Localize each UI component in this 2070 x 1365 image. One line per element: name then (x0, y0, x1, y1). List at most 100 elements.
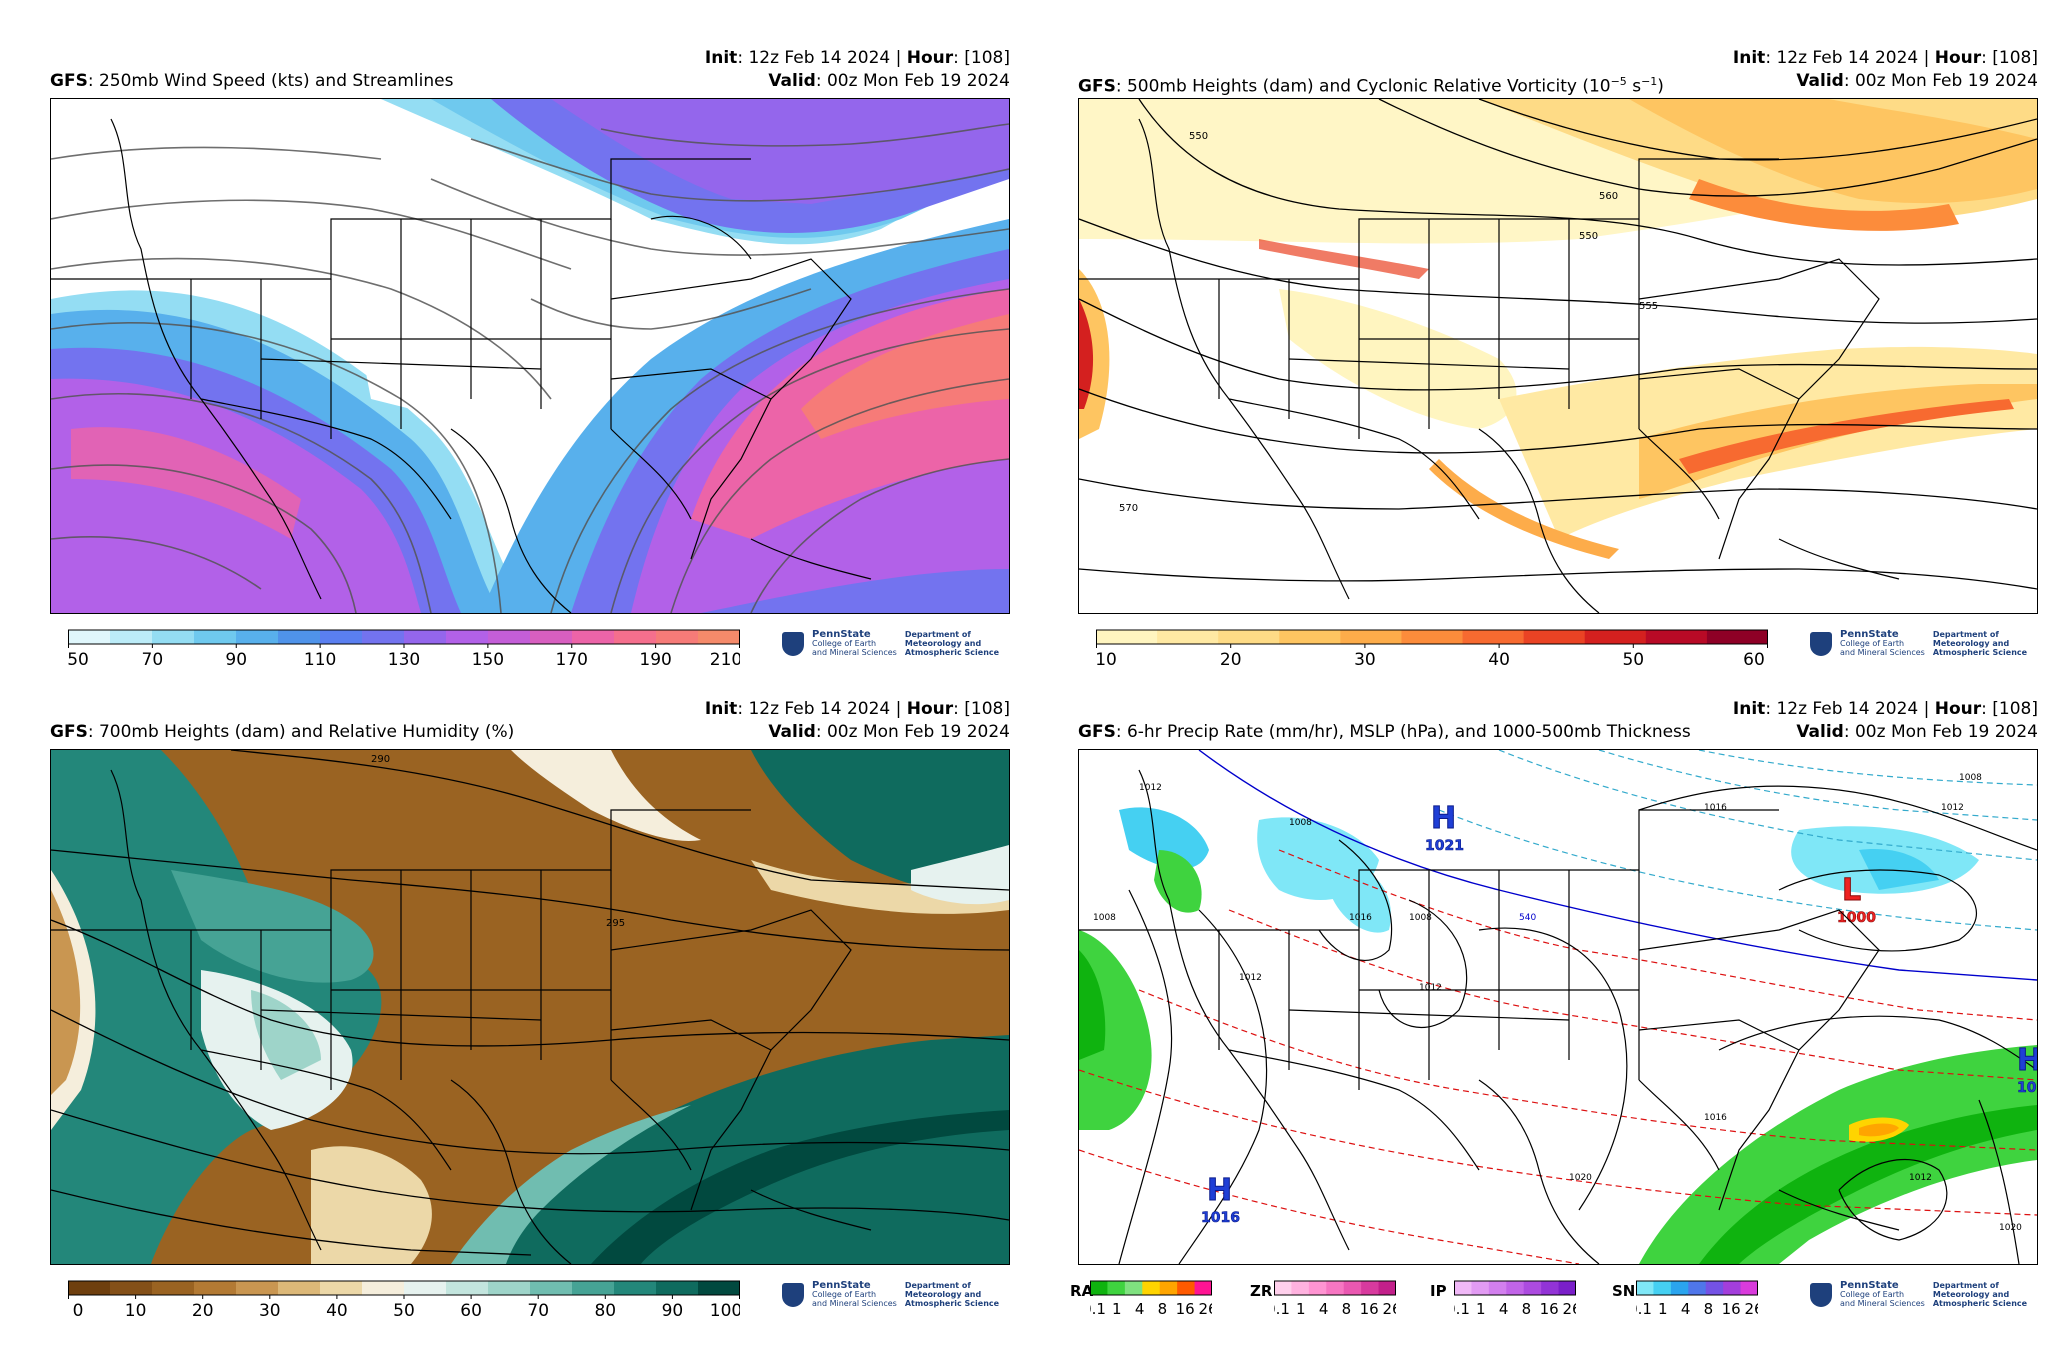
high-pressure-center: H (1431, 801, 1456, 836)
colorbar-segment (656, 1281, 699, 1295)
svg-text:1012: 1012 (1909, 1173, 1932, 1183)
map-250mb-wind (50, 98, 1010, 614)
precip-scale-tick-label: 0.1 (1090, 1300, 1106, 1318)
high-pressure-center: H (2017, 1043, 2037, 1078)
svg-text:1008: 1008 (1093, 913, 1116, 923)
precip-scale-segment (1124, 1281, 1143, 1295)
colorbar-segment (1401, 630, 1464, 644)
pennstate-logo: PennState College of Earth and Mineral Sci… (1810, 630, 2027, 657)
precip-scale-tick-label: 4 (1499, 1300, 1509, 1318)
precip-scale-segment (1378, 1281, 1396, 1295)
precip-scale-segment (1740, 1281, 1758, 1295)
colorbar-tick-label: 50 (68, 650, 89, 670)
svg-text:1012: 1012 (1239, 973, 1262, 983)
precip-scale-segment (1541, 1281, 1560, 1295)
precip-scale-segment (1523, 1281, 1542, 1295)
colorbar-segment (488, 1281, 531, 1295)
colorbar-tick-label: 10 (1096, 650, 1117, 670)
svg-text:1008: 1008 (1959, 773, 1982, 783)
colorbar-rh: 0 10 20 30 40 50 60 70 80 90 100 (68, 1280, 740, 1322)
colorbar-tick-label: 60 (1743, 650, 1765, 670)
colorbar-segment (194, 630, 237, 644)
high-pressure-value: 1016 (1201, 1210, 1240, 1226)
precip-scale-segment (1723, 1281, 1742, 1295)
precip-scale-tick-label: 8 (1704, 1300, 1714, 1318)
colorbar-tick-label: 70 (142, 650, 164, 670)
precip-scale-segment (1142, 1281, 1161, 1295)
precip-scale-freezing-rain: 0.1 148 1626 (1274, 1280, 1396, 1320)
valid-line: Valid: 00z Mon Feb 19 2024 (1796, 722, 2038, 742)
colorbar-tick-label: 130 (388, 650, 420, 670)
precip-scale-tick-label: 1 (1658, 1300, 1668, 1318)
high-pressure-value: 10 (2017, 1080, 2037, 1096)
colorbar-tick-label: 40 (1488, 650, 1510, 670)
panel-title: GFS: 700mb Heights (dam) and Relative Hu… (50, 722, 515, 742)
precip-type-label-freezing-rain: ZR (1250, 1282, 1273, 1300)
precip-scale-segment (1670, 1281, 1689, 1295)
precip-scale-tick-label: 4 (1319, 1300, 1329, 1318)
colorbar-tick-label: 100 (710, 1301, 740, 1321)
nittany-lion-shield-icon (1810, 1282, 1832, 1307)
precip-scale-segment (1107, 1281, 1126, 1295)
colorbar-segment (614, 630, 657, 644)
svg-text:1020: 1020 (1999, 1223, 2022, 1233)
colorbar-tick-label: 20 (192, 1301, 214, 1321)
precip-scale-segment (1636, 1281, 1654, 1295)
svg-text:1016: 1016 (1704, 803, 1727, 813)
svg-text:550: 550 (1579, 231, 1598, 242)
svg-text:1012: 1012 (1139, 783, 1162, 793)
precip-scale-tick-label: 0.1 (1454, 1300, 1470, 1318)
colorbar-segment (152, 630, 195, 644)
panel-precip-mslp: Init: 12z Feb 14 2024 | Hour: [108] Vali… (1070, 698, 2038, 1338)
precip-scale-tick-label: 16 (1360, 1300, 1379, 1318)
init-line: Init: 12z Feb 14 2024 | Hour: [108] (1732, 48, 2038, 68)
colorbar-tick-label: 210 (710, 650, 740, 670)
colorbar-segment (446, 630, 489, 644)
colorbar-segment (1096, 630, 1158, 644)
precip-scale-tick-label: 16 (1722, 1300, 1741, 1318)
panel-title: GFS: 250mb Wind Speed (kts) and Streamli… (50, 71, 454, 91)
precip-scale-segment (1454, 1281, 1472, 1295)
precip-scale-segment (1488, 1281, 1507, 1295)
colorbar-segment (236, 1281, 279, 1295)
precip-scale-rain: 0.1 148 1626 (1090, 1280, 1212, 1320)
precip-scale-tick-label: 16 (1540, 1300, 1559, 1318)
high-pressure-value: 1021 (1425, 838, 1464, 854)
colorbar-segment (698, 1281, 740, 1295)
precip-scale-tick-label: 26 (1562, 1300, 1576, 1318)
colorbar-tick-label: 190 (639, 650, 671, 670)
pennstate-logo: PennState College of Earth and Mineral Sci… (782, 1281, 999, 1308)
colorbar-segment (110, 1281, 153, 1295)
svg-text:570: 570 (1119, 503, 1138, 514)
precip-scale-segment (1343, 1281, 1362, 1295)
svg-text:1016: 1016 (1704, 1113, 1727, 1123)
precip-scale-segment (1291, 1281, 1310, 1295)
colorbar-tick-label: 0 (73, 1301, 84, 1321)
precip-scale-segment (1506, 1281, 1525, 1295)
colorbar-segment (278, 1281, 321, 1295)
colorbar-segment (194, 1281, 237, 1295)
panel-title: GFS: 500mb Heights (dam) and Cyclonic Re… (1078, 75, 1664, 97)
colorbar-segment (110, 630, 153, 644)
precip-scale-tick-label: 8 (1522, 1300, 1532, 1318)
colorbar-tick-label: 150 (472, 650, 504, 670)
colorbar-tick-label: 50 (393, 1301, 415, 1321)
precip-scale-tick-label: 4 (1681, 1300, 1691, 1318)
colorbar-segment (68, 1281, 111, 1295)
colorbar-segment (698, 630, 740, 644)
colorbar-tick-label: 90 (662, 1301, 684, 1321)
colorbar-segment (1584, 630, 1647, 644)
colorbar-tick-label: 30 (259, 1301, 281, 1321)
panel-500mb-vorticity: Init: 12z Feb 14 2024 | Hour: [108] Vali… (1078, 47, 2038, 687)
high-pressure-center: H (1207, 1173, 1232, 1208)
svg-text:550: 550 (1189, 131, 1208, 142)
colorbar-tick-label: 80 (594, 1301, 616, 1321)
precip-scale-tick-label: 8 (1342, 1300, 1352, 1318)
precip-scale-segment (1688, 1281, 1707, 1295)
colorbar-segment (278, 630, 321, 644)
svg-text:560: 560 (1599, 191, 1618, 202)
precip-scale-segment (1194, 1281, 1212, 1295)
colorbar-segment (1157, 630, 1219, 644)
colorbar-segment (1279, 630, 1341, 644)
svg-text:1016: 1016 (1349, 913, 1372, 923)
